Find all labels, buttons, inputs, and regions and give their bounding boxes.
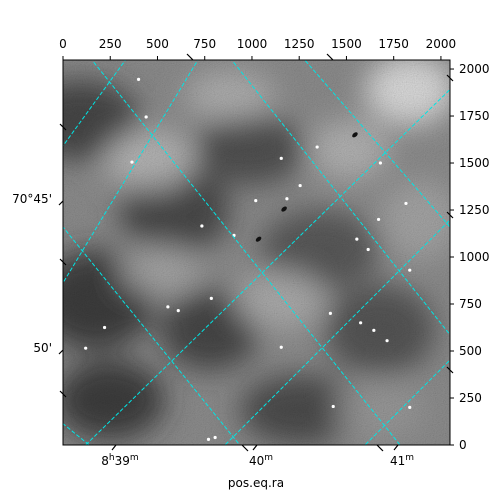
- star-point: [366, 247, 370, 252]
- star-point: [200, 224, 204, 228]
- coordinate-grid: [63, 60, 450, 445]
- star-point: [298, 183, 302, 188]
- dec-tick-mark: [58, 200, 64, 206]
- x-tick-label: 2000: [426, 37, 457, 51]
- star-point: [102, 325, 107, 330]
- star-point: [408, 268, 412, 272]
- grid-edge-tick: [186, 53, 194, 61]
- ra-tick-mark: [252, 444, 258, 451]
- star-point: [359, 321, 363, 325]
- star-point: [144, 115, 148, 119]
- grid-edge-tick: [241, 444, 249, 452]
- ra-tick-mark: [393, 444, 399, 451]
- x-axis-label: pos.eq.ra: [228, 476, 284, 490]
- x-tick-label: 750: [193, 37, 216, 51]
- star-point: [206, 437, 211, 441]
- grid-edge-tick: [446, 211, 454, 219]
- grid-edge-tick: [446, 74, 454, 82]
- grid-line-ra: [304, 60, 450, 228]
- x-tick-label: 0: [59, 37, 67, 51]
- grid-line-ra: [91, 60, 401, 445]
- y-tick-label: 750: [459, 297, 482, 311]
- star-point: [408, 405, 412, 410]
- grid-line-dec: [364, 359, 450, 445]
- star-point: [328, 311, 332, 316]
- grid-line-dec: [224, 219, 450, 445]
- dark-spot: [352, 132, 358, 138]
- ra-tick-label: 40m: [249, 453, 273, 468]
- grid-line-dec: [63, 60, 199, 284]
- y-tick-label: 1500: [459, 156, 490, 170]
- pixel-x-axis: 0 250 500 750 1000 1250 1500 1750 2000: [59, 37, 456, 60]
- grid-edge-tick: [59, 258, 67, 266]
- x-tick-label: 1750: [378, 37, 409, 51]
- image-noise: [63, 60, 450, 445]
- star-point: [279, 345, 283, 349]
- dec-tick-label: 50': [33, 341, 52, 355]
- ra-tick-label: 8h39m: [101, 453, 138, 468]
- ra-tick-label: 41m: [390, 453, 414, 468]
- dark-spot: [281, 206, 287, 212]
- y-tick-label: 1000: [459, 250, 490, 264]
- star-point: [209, 296, 213, 300]
- grid-edge-tick: [59, 123, 67, 131]
- star-point: [279, 156, 283, 160]
- x-tick-label: 500: [146, 37, 169, 51]
- star-point: [376, 217, 381, 222]
- star-point: [213, 435, 217, 440]
- dec-axis: 70°45' 50': [12, 53, 454, 452]
- star-point: [331, 404, 335, 409]
- ra-axis: 8h39m 40m 41m: [101, 444, 414, 468]
- y-tick-label: 250: [459, 391, 482, 405]
- grid-edge-tick: [59, 390, 67, 398]
- stars-layer: [84, 77, 412, 441]
- star-point: [385, 339, 389, 343]
- grid-line-ra: [63, 226, 241, 445]
- grid-line-dec: [84, 88, 450, 445]
- y-tick-label: 500: [459, 344, 482, 358]
- x-tick-label: 250: [99, 37, 122, 51]
- grid-line-ra: [231, 60, 450, 336]
- x-tick-label: 1000: [237, 37, 268, 51]
- y-tick-label: 1250: [459, 203, 490, 217]
- image-area: [63, 60, 450, 445]
- ra-tick-mark: [111, 444, 117, 451]
- star-point: [84, 346, 88, 350]
- y-tick-label: 0: [459, 438, 467, 452]
- y-tick-label: 1750: [459, 109, 490, 123]
- star-point: [130, 160, 134, 164]
- pixel-y-axis: 0 250 500 750 1000 1250 1500 1750 2000: [450, 62, 490, 452]
- y-tick-label: 2000: [459, 62, 490, 76]
- grid-edge-tick: [446, 366, 454, 374]
- grid-edge-tick: [376, 444, 384, 452]
- star-point: [315, 145, 319, 149]
- star-point: [176, 308, 180, 313]
- star-point: [378, 161, 383, 165]
- grid-edge-tick: [326, 53, 334, 61]
- star-point: [285, 197, 289, 201]
- x-tick-label: 1500: [331, 37, 362, 51]
- star-point: [355, 237, 359, 241]
- star-point: [372, 328, 376, 332]
- dec-tick-mark: [58, 349, 64, 355]
- star-point: [254, 199, 258, 203]
- star-point: [166, 305, 170, 309]
- star-point: [136, 77, 141, 81]
- x-tick-label: 1250: [284, 37, 315, 51]
- star-point: [404, 201, 408, 206]
- dec-tick-label: 70°45': [12, 192, 52, 206]
- dark-spot: [255, 236, 262, 242]
